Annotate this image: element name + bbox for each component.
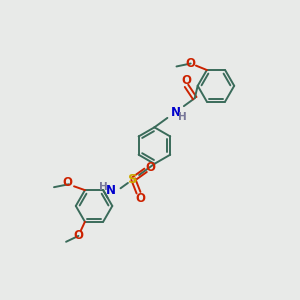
- Text: O: O: [145, 161, 155, 175]
- Text: S: S: [128, 172, 138, 186]
- Text: O: O: [186, 57, 196, 70]
- Text: N: N: [171, 106, 181, 118]
- Text: H: H: [99, 182, 108, 191]
- Text: O: O: [135, 192, 145, 205]
- Text: O: O: [74, 229, 83, 242]
- Text: O: O: [62, 176, 72, 189]
- Text: H: H: [178, 112, 187, 122]
- Text: N: N: [106, 184, 116, 196]
- Text: O: O: [182, 74, 191, 87]
